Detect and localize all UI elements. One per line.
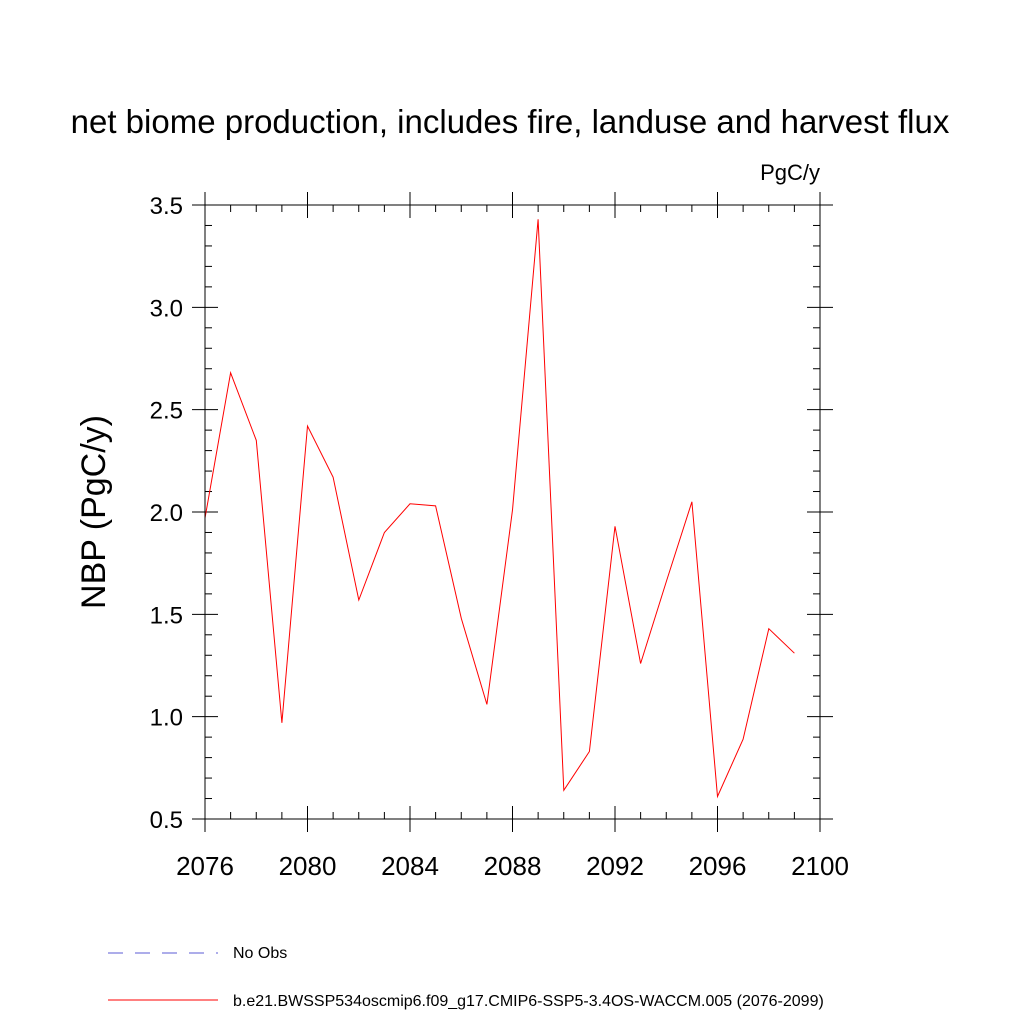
x-tick-label: 2096 xyxy=(689,851,747,881)
y-tick-label: 3.0 xyxy=(150,295,183,322)
data-point xyxy=(512,509,513,510)
data-point xyxy=(410,503,411,504)
data-point xyxy=(333,477,334,478)
x-tick-label: 2092 xyxy=(586,851,644,881)
data-point xyxy=(640,663,641,664)
x-tick-label: 2080 xyxy=(279,851,337,881)
data-point xyxy=(358,600,359,601)
x-tick-label: 2100 xyxy=(791,851,849,881)
x-tick-label: 2084 xyxy=(381,851,439,881)
data-point xyxy=(256,440,257,441)
y-tick-label: 1.0 xyxy=(150,705,183,732)
x-tick-label: 2088 xyxy=(484,851,542,881)
data-point xyxy=(589,751,590,752)
legend: No Obs b.e21.BWSSP534oscmip6.f09_g17.CMI… xyxy=(108,945,824,1010)
data-point xyxy=(794,653,795,654)
y-axis-label: NBP (PgC/y) xyxy=(75,415,113,609)
y-tick-label: 3.5 xyxy=(150,193,183,220)
legend-label-no-obs: No Obs xyxy=(233,945,287,962)
data-point xyxy=(717,796,718,797)
data-point xyxy=(768,628,769,629)
plot-frame xyxy=(204,204,821,820)
data-point xyxy=(691,501,692,502)
units-label: PgC/y xyxy=(760,160,820,185)
series-line xyxy=(204,219,795,799)
data-point xyxy=(615,526,616,527)
data-point xyxy=(461,618,462,619)
y-tick-label: 2.0 xyxy=(150,500,183,527)
data-point xyxy=(538,219,539,220)
legend-label-model-run: b.e21.BWSSP534oscmip6.f09_g17.CMIP6-SSP5… xyxy=(233,993,824,1010)
minor-ticks xyxy=(205,205,820,819)
y-tick-label: 1.5 xyxy=(150,602,183,629)
data-point xyxy=(230,372,231,373)
y-tick-label: 0.5 xyxy=(150,807,183,834)
data-point xyxy=(384,532,385,533)
data-point xyxy=(743,739,744,740)
data-point xyxy=(563,790,564,791)
data-point xyxy=(666,581,667,582)
data-point xyxy=(281,722,282,723)
x-tick-labels: 2076 2080 2084 2088 2092 2096 2100 xyxy=(176,851,849,881)
series-layer xyxy=(204,219,795,799)
data-point xyxy=(486,704,487,705)
y-tick-labels: 0.5 1.0 1.5 2.0 2.5 3.0 3.5 xyxy=(150,193,183,834)
chart-title: net biome production, includes fire, lan… xyxy=(71,103,950,140)
y-tick-label: 2.5 xyxy=(150,398,183,425)
data-point xyxy=(435,505,436,506)
x-tick-label: 2076 xyxy=(176,851,234,881)
data-point xyxy=(307,426,308,427)
